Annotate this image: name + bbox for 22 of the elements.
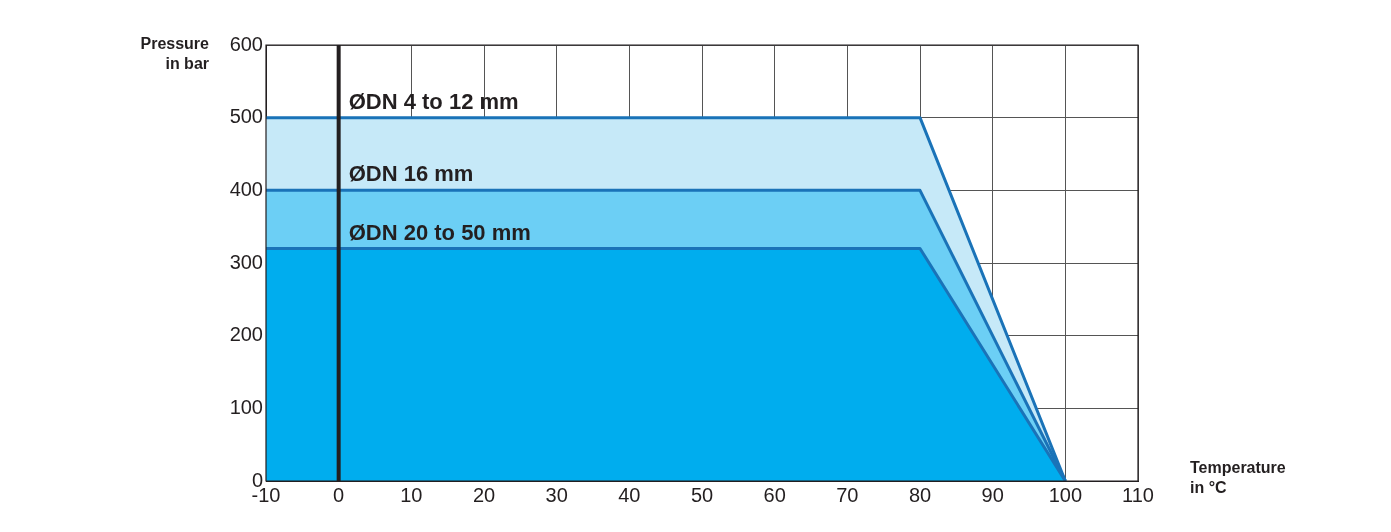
- x-tick-label: 70: [836, 483, 859, 506]
- x-tick-label: 10: [400, 483, 423, 506]
- y-axis-title: Pressure in bar: [140, 35, 210, 73]
- y-tick-label: 500: [229, 105, 263, 128]
- x-tick-label: 100: [1048, 483, 1083, 506]
- y-tick-label: 300: [229, 250, 263, 273]
- x-tick-label: 110: [1122, 483, 1154, 506]
- x-tick-label: 90: [981, 483, 1004, 506]
- series-label: ØDN 20 to 50 mm: [348, 219, 531, 245]
- x-tick-label: 50: [690, 483, 714, 506]
- x-axis-title: Temperature in °C: [1190, 459, 1286, 497]
- x-tick-label: 80: [908, 483, 932, 506]
- series-label: ØDN 16 mm: [348, 161, 474, 187]
- x-tick-label: 60: [763, 483, 786, 506]
- y-tick-label: 600: [229, 32, 263, 55]
- x-tick-label: 0: [333, 483, 345, 506]
- x-tick-label: 40: [618, 483, 641, 506]
- x-tick-label: 30: [545, 483, 568, 506]
- y-tick-label: 200: [229, 323, 263, 346]
- y-tick-label: 100: [229, 395, 263, 418]
- y-tick-label: 400: [229, 177, 263, 200]
- x-tick-label: 20: [472, 483, 496, 506]
